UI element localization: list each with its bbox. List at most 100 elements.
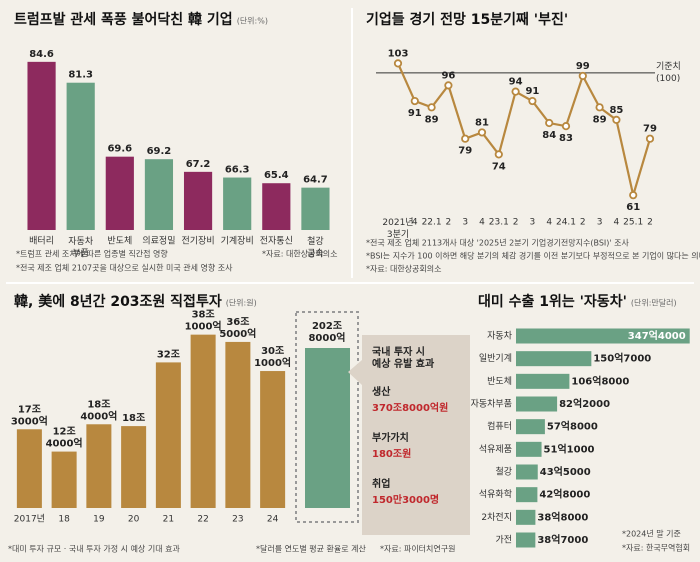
x-tick-label: 4	[614, 218, 620, 228]
y-tick-label: 2차전지	[481, 511, 512, 523]
value-label: 84	[542, 130, 556, 141]
point	[561, 122, 571, 131]
bar	[105, 156, 134, 230]
x-tick-label: 25.1	[623, 218, 643, 228]
value-label: 91	[408, 108, 422, 119]
x-tick-label: 반도체	[107, 236, 132, 247]
bar	[27, 61, 56, 230]
point	[477, 128, 487, 137]
callout-title: 국내 투자 시 예상 유발 효과	[372, 345, 435, 370]
x-tick-label: 21	[163, 515, 174, 525]
x-tick-label: 2	[580, 218, 586, 228]
bar	[144, 159, 174, 230]
point	[595, 103, 604, 112]
callout-value: 180조원	[372, 447, 411, 460]
callout-value: 370조8000억원	[372, 401, 448, 414]
y-tick-label: 컴퓨터	[487, 420, 512, 432]
value-label: 81.3	[68, 70, 93, 81]
point	[494, 150, 503, 159]
chart-title: 트럼프발 관세 폭풍 불어닥친 韓 기업	[14, 11, 233, 28]
point	[645, 134, 655, 143]
x-tick-label: 전자통신	[260, 236, 293, 247]
bar	[223, 177, 252, 230]
value-label: 79	[458, 146, 472, 157]
value-label: 18조 4000억	[80, 398, 117, 422]
source: *자료: 대한상공회의소	[366, 264, 441, 274]
x-tick-label: 자동차 부품	[68, 235, 94, 259]
bar	[190, 334, 216, 508]
bar	[183, 171, 213, 230]
footnote: *전국 제조 업체 2113개사 대상 '2025년 2분기 기업경기전망지수(…	[366, 238, 629, 248]
point	[393, 59, 403, 68]
value-label: 69.6	[107, 144, 132, 155]
value-label: 96	[441, 70, 455, 81]
bar	[516, 464, 538, 480]
point	[545, 118, 554, 128]
value-label: 79	[643, 124, 657, 135]
point	[461, 134, 470, 143]
y-tick-label: 일반기계	[479, 352, 512, 364]
value-label: 83	[559, 133, 573, 144]
point	[578, 71, 587, 81]
value-label: 32조	[157, 348, 180, 360]
bar	[516, 487, 538, 503]
bar	[260, 371, 286, 508]
value-label: 106억8000	[571, 375, 629, 387]
unit-label: (단위:%)	[237, 16, 268, 26]
bar	[225, 341, 251, 508]
bar	[51, 451, 77, 508]
bar	[16, 429, 42, 508]
value-label: 94	[509, 77, 523, 88]
value-label: 18조	[122, 412, 145, 424]
point	[528, 96, 537, 106]
x-tick-label: 2	[513, 218, 519, 228]
x-tick-label: 23.1	[489, 218, 509, 228]
footnote: *달러를 연도별 평균 환율로 계산	[256, 544, 366, 554]
bar	[516, 396, 558, 412]
x-tick-label: 3	[597, 218, 603, 228]
unit-label: (단위:만달러)	[631, 298, 677, 308]
value-label: 66.3	[225, 165, 250, 176]
source: *자료: 한국무역협회	[622, 543, 690, 553]
chart-title: 대미 수출 1위는 '자동차'	[478, 293, 627, 310]
value-label: 65.4	[264, 170, 289, 181]
bar	[516, 373, 570, 389]
value-label: 89	[593, 114, 607, 125]
chart-title: 韓, 美에 8년간 203조원 직접투자	[14, 293, 222, 310]
bar	[155, 362, 181, 508]
value-label: 84.6	[29, 49, 54, 60]
value-label: 81	[475, 117, 489, 128]
bar	[121, 426, 147, 508]
x-tick-label: 2021년 3분기	[382, 217, 413, 240]
x-tick-label: 24.1	[556, 218, 576, 228]
x-tick-label: 19	[93, 515, 105, 525]
value-label: 43억5000	[540, 466, 591, 478]
bar	[516, 441, 542, 457]
chart-title: 기업들 경기 전망 15분기째 '부진'	[366, 11, 568, 28]
value-label: 38억8000	[537, 511, 588, 523]
value-label: 12조 4000억	[46, 426, 83, 450]
footnote: *대미 투자 규모 · 국내 투자 가정 시 예상 기대 효과	[8, 544, 180, 554]
bar	[301, 187, 330, 230]
value-label: 89	[425, 114, 439, 125]
value-label: 347억4000	[628, 330, 686, 342]
x-tick-label: 24	[267, 515, 279, 525]
value-label: 61	[626, 202, 640, 213]
value-label: 69.2	[147, 146, 172, 157]
x-tick-label: 18	[58, 515, 70, 525]
callout-value: 150만3000명	[372, 493, 439, 506]
bar	[66, 82, 95, 230]
value-label: 99	[576, 61, 590, 72]
value-label: 42억8000	[539, 489, 590, 501]
value-label: 57억8000	[547, 421, 598, 433]
x-tick-label: 4	[546, 218, 552, 228]
point	[629, 191, 638, 200]
bar	[86, 424, 112, 508]
y-tick-label: 반도체	[487, 376, 512, 387]
point	[410, 96, 419, 106]
footnote: *전국 제조 업체 2107곳을 대상으로 실시한 미국 관세 영향 조사	[16, 263, 233, 273]
x-tick-label: 20	[128, 515, 140, 525]
x-tick-label: 2017년	[14, 514, 45, 525]
value-label: 30조 1000억	[254, 345, 291, 369]
x-tick-label: 23	[232, 515, 243, 525]
